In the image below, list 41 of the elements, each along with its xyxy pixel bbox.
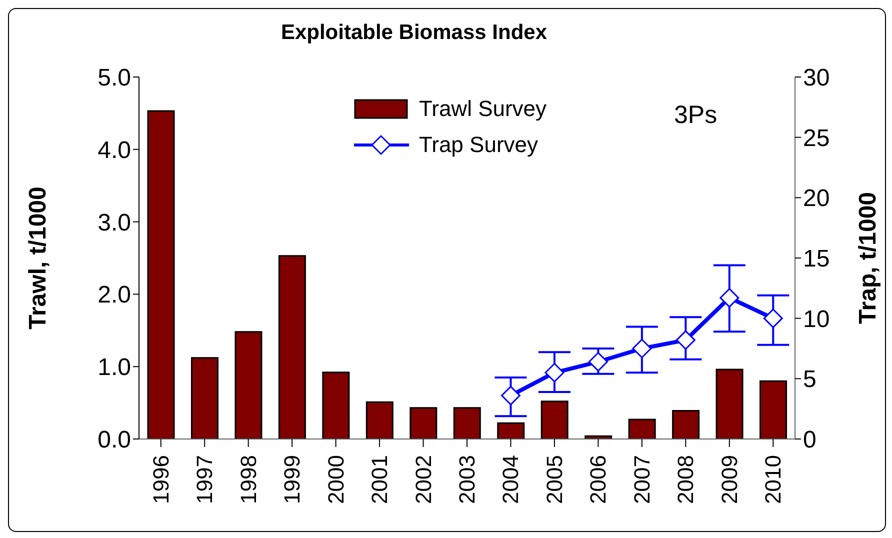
y2-tick-label: 10	[803, 306, 830, 333]
y2-tick-label: 5	[803, 366, 816, 394]
x-tick-label: 2007	[629, 455, 654, 504]
y-tick-label: 3.0	[98, 209, 131, 236]
x-tick-label: 2000	[323, 455, 348, 504]
point	[544, 362, 564, 382]
y2-axis-title: Trap, t/1000	[854, 192, 882, 324]
point	[632, 338, 652, 358]
x-tick-label: 2004	[498, 455, 524, 504]
point	[500, 386, 520, 406]
point	[720, 288, 740, 308]
x-tick-label: 2002	[410, 455, 436, 504]
x-tick-label: 1997	[192, 455, 218, 504]
annotation: 3Ps	[674, 101, 718, 130]
x-tick-label: 2003	[454, 455, 480, 504]
x-tick-label: 2006	[586, 455, 611, 504]
x-tick-label: 1996	[148, 455, 174, 504]
y-axis-title: Trawl, t/1000	[24, 186, 52, 330]
y2-tick-label: 20	[803, 185, 830, 212]
x-tick-label: 2001	[367, 455, 392, 504]
legend-label: Trap Survey	[419, 132, 538, 158]
y-tick-label: 0.0	[98, 426, 131, 454]
x-tick-label: 1999	[280, 455, 305, 504]
y-tick-label: 5.0	[98, 64, 131, 92]
chart-title: Exploitable Biomass Index	[280, 21, 548, 45]
y-tick-label: 2.0	[98, 282, 131, 309]
legend-label: Trawl Survey	[419, 96, 547, 122]
x-tick-label: 1998	[236, 455, 261, 504]
point	[588, 352, 608, 372]
x-tick-label: 2008	[673, 455, 698, 504]
y2-tick-label: 30	[803, 64, 830, 92]
y2-tick-label: 15	[803, 246, 830, 273]
y2-tick-label: 0	[803, 426, 816, 454]
y-tick-label: 4.0	[98, 136, 131, 164]
point	[763, 308, 783, 328]
point	[676, 330, 696, 350]
x-tick-label: 2010	[760, 455, 786, 504]
y-tick-label: 1.0	[98, 354, 131, 382]
x-tick-label: 2009	[716, 455, 742, 504]
y2-tick-label: 25	[803, 124, 830, 152]
x-tick-label: 2005	[542, 455, 567, 504]
